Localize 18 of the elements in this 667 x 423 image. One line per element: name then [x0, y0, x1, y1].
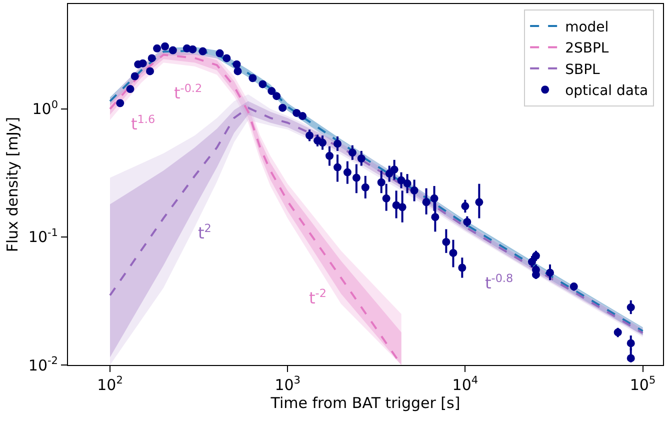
y-tick-label: 10$^{-2}$	[28, 354, 58, 374]
annotation: t$^{-0.8}$	[485, 272, 514, 293]
annotation: t$^{-0.2}$	[174, 82, 202, 103]
legend-label: optical data	[565, 83, 648, 100]
x-tick-label: 10$^{3}$	[274, 374, 300, 394]
y-tick-label: 10$^{0}$	[32, 98, 58, 118]
legend-label: model	[565, 19, 609, 36]
annotation: t$^{-2}$	[309, 287, 326, 308]
x-tick-label: 10$^{4}$	[452, 374, 478, 394]
legend-label: 2SBPL	[565, 40, 609, 57]
annotation: t$^{1.6}$	[131, 113, 156, 134]
annotation: t$^{2}$	[198, 222, 212, 243]
y-axis-title: Flux density [mJy]	[4, 116, 22, 252]
y-tick-label: 10$^{-1}$	[28, 226, 58, 246]
legend-label: SBPL	[565, 62, 600, 78]
x-tick-label: 10$^{2}$	[97, 374, 123, 394]
x-tick-label: 10$^{5}$	[630, 374, 656, 394]
x-axis-title: Time from BAT trigger [s]	[270, 394, 460, 412]
